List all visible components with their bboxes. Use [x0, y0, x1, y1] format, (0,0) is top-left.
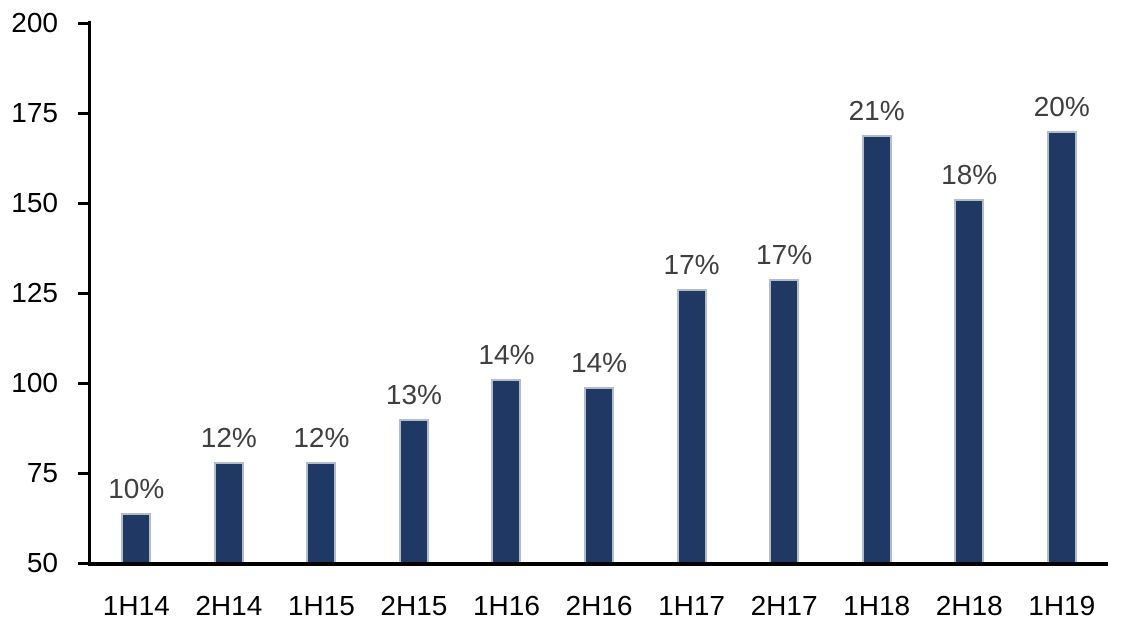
data-label: 13% [385, 379, 442, 410]
bar [121, 512, 152, 563]
data-label: 17% [663, 249, 720, 281]
bar [491, 379, 522, 563]
y-tick-mark [78, 381, 91, 385]
y-tick-mark [78, 561, 91, 565]
x-tick-label: 2H18 [935, 590, 1003, 621]
x-tick-label: 1H19 [1028, 590, 1096, 621]
data-label: 10% [108, 472, 165, 504]
x-tick-label: 2H15 [380, 590, 448, 621]
x-tick-label: 2H17 [750, 590, 818, 621]
data-label: 21% [848, 94, 905, 126]
y-tick-label: 175 [11, 97, 58, 128]
data-label: 18% [941, 159, 998, 191]
bar [676, 289, 707, 563]
x-tick-label: 1H18 [843, 590, 911, 621]
data-label: 14% [478, 339, 535, 371]
y-tick-mark [78, 471, 91, 475]
data-label: 17% [756, 238, 813, 270]
bar [769, 278, 800, 563]
bar [861, 134, 892, 563]
bar [213, 462, 244, 563]
data-label: 20% [1033, 91, 1090, 122]
bar [584, 386, 614, 563]
x-tick-label: 2H14 [195, 590, 263, 621]
x-axis-line [88, 562, 1108, 566]
x-tick-label: 1H17 [658, 590, 725, 621]
data-label: 14% [570, 346, 628, 378]
y-tick-label: 200 [11, 7, 58, 38]
y-tick-mark [78, 111, 91, 115]
data-label: 12% [200, 422, 257, 454]
y-tick-mark [78, 21, 91, 25]
data-label: 12% [293, 422, 350, 454]
y-tick-label: 125 [11, 277, 58, 308]
y-tick-label: 50 [26, 547, 58, 578]
bar [398, 419, 429, 563]
y-tick-mark [78, 201, 91, 205]
x-tick-label: 1H16 [472, 590, 540, 621]
x-tick-label: 1H15 [287, 590, 355, 621]
bar [1046, 131, 1077, 563]
bar [954, 199, 985, 563]
x-tick-label: 1H14 [102, 590, 170, 621]
y-tick-label: 75 [26, 457, 58, 488]
y-tick-label: 150 [11, 187, 58, 218]
y-tick-mark [78, 291, 91, 295]
y-tick-label: 100 [11, 367, 58, 398]
x-tick-label: 2H16 [565, 590, 633, 621]
bar [306, 462, 337, 563]
